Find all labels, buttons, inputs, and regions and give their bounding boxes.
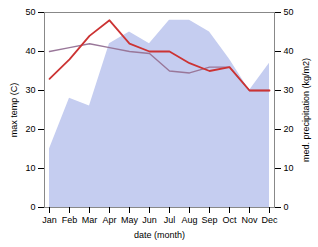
svg-text:40: 40 <box>25 46 35 56</box>
svg-text:10: 10 <box>25 163 35 173</box>
svg-text:May: May <box>121 215 139 225</box>
svg-text:30: 30 <box>25 85 35 95</box>
svg-text:10: 10 <box>284 163 294 173</box>
svg-text:30: 30 <box>284 85 294 95</box>
svg-text:50: 50 <box>25 7 35 17</box>
svg-text:max temp (C): max temp (C) <box>9 83 19 138</box>
svg-text:Dec: Dec <box>261 215 278 225</box>
svg-text:50: 50 <box>284 7 294 17</box>
svg-text:Apr: Apr <box>102 215 116 225</box>
svg-text:Jul: Jul <box>164 215 176 225</box>
svg-text:Feb: Feb <box>62 215 78 225</box>
svg-text:40: 40 <box>284 46 294 56</box>
svg-text:Mar: Mar <box>82 215 98 225</box>
svg-text:Jun: Jun <box>142 215 157 225</box>
svg-text:Nov: Nov <box>241 215 258 225</box>
svg-text:20: 20 <box>284 124 294 134</box>
svg-text:0: 0 <box>284 202 289 212</box>
svg-text:20: 20 <box>25 124 35 134</box>
svg-text:date (month): date (month) <box>134 230 185 240</box>
svg-text:med. precipitation (kg/m2): med. precipitation (kg/m2) <box>301 58 311 162</box>
svg-text:Aug: Aug <box>181 215 197 225</box>
svg-text:0: 0 <box>30 202 35 212</box>
svg-text:Sep: Sep <box>201 215 217 225</box>
svg-text:Jan: Jan <box>42 215 57 225</box>
svg-text:Oct: Oct <box>222 215 237 225</box>
